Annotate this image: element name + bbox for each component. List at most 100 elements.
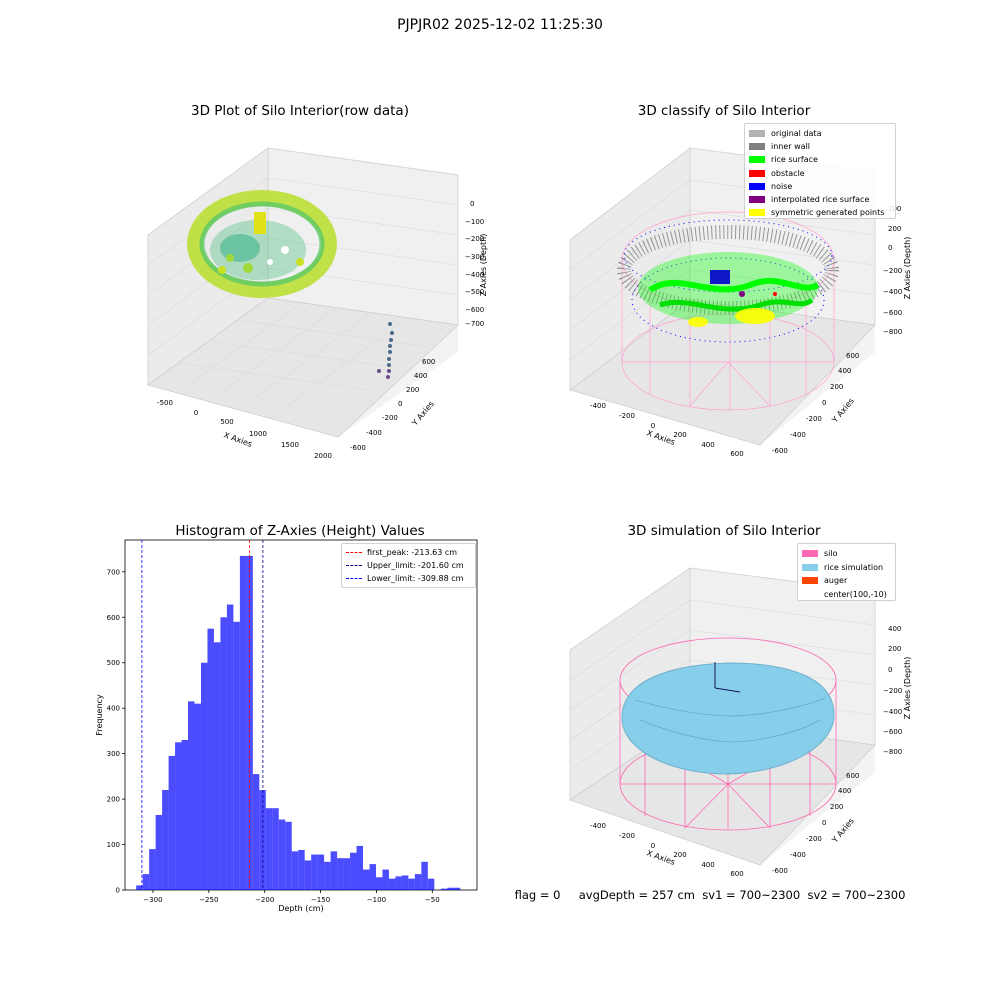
classify-x-ticks: -400 -200 0 200 400 600	[590, 402, 744, 458]
simulation-ytick: -200	[806, 835, 822, 843]
legend-entry: silo	[802, 547, 838, 561]
histogram-bar	[324, 861, 331, 890]
histogram-bar	[330, 851, 338, 890]
legend-swatch	[749, 182, 765, 190]
classify-y-ticks: -600 -400 -200 0 200 400 600	[772, 352, 859, 455]
histogram-bar	[239, 555, 247, 890]
status-line: flag = 0 avgDepth = 257 cm sv1 = 700~230…	[514, 888, 906, 902]
simulation-ztick: −600	[883, 728, 902, 736]
legend-label: Lower_limit: -309.88 cm	[367, 574, 464, 583]
histogram-bar	[414, 874, 422, 890]
histogram-bar	[291, 851, 299, 890]
simulation-x-label: X Axies	[645, 848, 676, 867]
histogram-bar	[162, 790, 169, 890]
legend-entry: auger	[802, 574, 847, 588]
raw-xtick: 2000	[314, 452, 332, 460]
histogram-legend: first_peak: -213.63 cm Upper_limit: -201.…	[341, 543, 476, 588]
raw-outlier-points	[377, 322, 394, 379]
histogram-bar	[350, 852, 357, 890]
histogram-bar	[226, 604, 234, 890]
histogram-bar	[382, 869, 389, 890]
histogram-bar	[200, 662, 208, 890]
raw-y-ticks: -600 -400 -200 0 200 400 600	[350, 358, 435, 452]
histogram-chart: −300 −250 −200 −150 −100 −50 0 100 200 300 400 500…	[95, 539, 478, 913]
histogram-bars	[136, 555, 461, 890]
classify-z-ticks: 200 200 0 −200 −400 −600 −800	[883, 205, 902, 336]
legend-entry: interpolated rice surface	[749, 193, 869, 206]
simulation-z-ticks: 400 200 0 −200 −400 −600 −800	[883, 625, 902, 756]
histogram-xtick-label: −300	[143, 896, 162, 904]
simulation-xtick: 600	[730, 870, 743, 878]
legend-label: rice surface	[771, 155, 818, 165]
classify-ytick: 200	[830, 383, 843, 391]
simulation-y-ticks: -600 -400 -200 0 200 400 600	[772, 772, 859, 875]
legend-label: interpolated rice surface	[771, 195, 870, 205]
histogram-xtick-label: −250	[199, 896, 218, 904]
histogram-bar	[356, 845, 364, 890]
histogram-bar	[343, 858, 351, 890]
legend-line-swatch	[346, 578, 362, 579]
histogram-xtick-label: −50	[425, 896, 440, 904]
raw-z-ticks: 0 −100 −200 −300 −400 −500 −600 −700	[465, 200, 484, 328]
histogram-ytick-label: 200	[107, 796, 120, 804]
simulation-ztick: −400	[883, 708, 902, 716]
raw-ytick: -600	[350, 444, 366, 452]
raw-y-label: Y Axies	[410, 399, 436, 428]
histogram-bar	[149, 849, 156, 890]
raw-xtick: 1500	[281, 441, 299, 449]
raw-xtick: 1000	[249, 430, 267, 438]
legend-label: rice simulation	[824, 562, 884, 572]
histogram-bar	[388, 878, 396, 890]
classify-x-label: X Axies	[645, 428, 676, 447]
legend-label: obstacle	[771, 168, 805, 178]
histogram-bar	[298, 850, 305, 890]
histogram-bar	[194, 703, 201, 890]
histogram-ytick-label: 700	[107, 568, 120, 576]
legend-entry: symmetric generated points	[749, 206, 884, 219]
histogram-title: Histogram of Z-Axies (Height) Values	[175, 523, 425, 539]
histogram-bar	[453, 887, 461, 890]
legend-label: inner wall	[771, 142, 811, 152]
classify-xtick: 600	[730, 450, 743, 458]
raw-point-cloud	[187, 190, 337, 298]
simulation-ztick: 400	[888, 625, 901, 633]
histogram-bar	[311, 854, 318, 890]
histogram-bar	[220, 617, 227, 890]
classify-y-label: Y Axies	[830, 396, 856, 425]
classify-inner-wall	[617, 219, 839, 343]
histogram-bar	[233, 621, 240, 890]
legend-swatch	[749, 156, 765, 164]
histogram-ytick-label: 100	[107, 841, 120, 849]
histogram-bar	[168, 755, 176, 890]
classify-xtick: 0	[651, 422, 655, 430]
raw-ztick: −200	[465, 235, 484, 243]
legend-label: first_peak: -213.63 cm	[367, 548, 458, 557]
simulation-ytick: -400	[790, 851, 806, 859]
histogram-legend-entry: first_peak: -213.63 cm	[346, 546, 457, 559]
histogram-y-ticks: 0 100 200 300 400 500 600 700	[107, 568, 125, 895]
histogram-bar	[213, 642, 221, 890]
legend-entry: original data	[749, 127, 821, 140]
simulation-ztick: 200	[888, 645, 901, 653]
legend-swatch	[749, 209, 765, 217]
figure-suptitle: PJPJR02 2025-12-02 11:25:30	[397, 17, 603, 33]
legend-label: original data	[771, 129, 822, 139]
legend-entry: rice simulation	[802, 561, 883, 575]
classify-ytick: 600	[846, 352, 859, 360]
histogram-ytick-label: 500	[107, 659, 120, 667]
classify-xtick: -200	[619, 412, 635, 420]
raw-ytick: 600	[422, 358, 435, 366]
raw-ztick: −300	[465, 253, 484, 261]
legend-entry: noise	[749, 180, 792, 193]
simulation-ytick: -600	[772, 867, 788, 875]
classify-ztick: 200	[888, 225, 901, 233]
histogram-bar	[427, 878, 435, 890]
legend-swatch	[802, 550, 818, 558]
legend-entry: center(100,-10)	[802, 588, 887, 602]
classify-xtick: 400	[701, 441, 714, 449]
raw-panel-title: 3D Plot of Silo Interior(row data)	[191, 103, 409, 119]
histogram-x-ticks: −300 −250 −200 −150 −100 −50	[143, 890, 440, 904]
classify-3d-plot: -400 -200 0 200 400 600 X Axies -600 -40…	[569, 147, 912, 458]
raw-ytick: -200	[382, 414, 398, 422]
raw-xtick: -500	[157, 399, 173, 407]
